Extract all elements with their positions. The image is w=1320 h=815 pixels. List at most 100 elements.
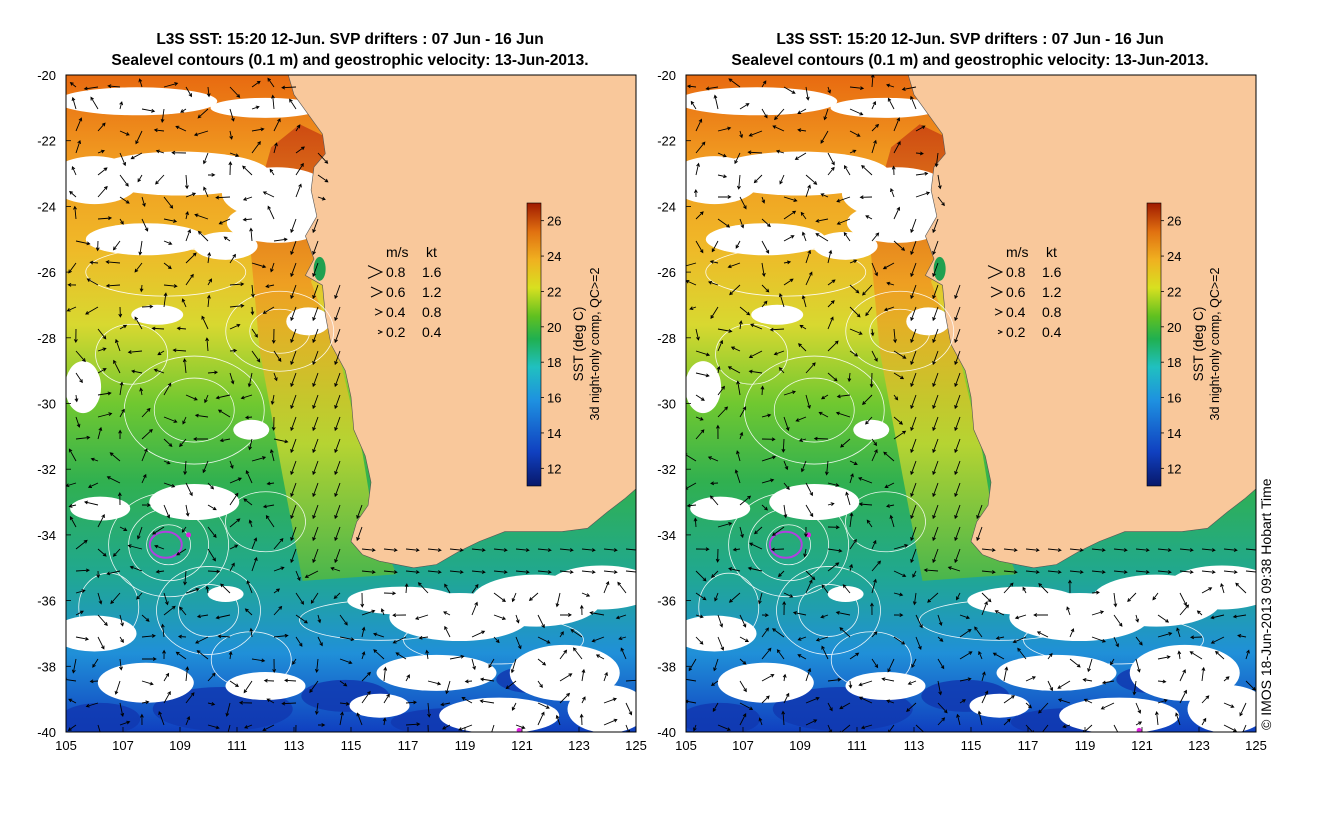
- velocity-key-arrow: [994, 308, 1004, 316]
- velocity-key-header-kt: kt: [1046, 244, 1057, 260]
- cloud-gap: [686, 361, 722, 414]
- lat-tick-label: -38: [37, 659, 56, 674]
- cloud-gap: [710, 151, 890, 196]
- colorbar-tick-label: 18: [547, 355, 561, 370]
- lat-tick-label: -24: [657, 199, 676, 214]
- map-axes: 105 107 109 111 113 115 117 119 121 123 125 -20 -22 -…: [657, 68, 1267, 753]
- colorbar-tick-label: 12: [547, 461, 561, 476]
- lat-tick-label: -36: [657, 594, 676, 609]
- velocity-key: m/s kt 0.8 1.6 0.6 1.2 0.4 0.8 0.2 0.4: [367, 244, 442, 340]
- map-area: [686, 75, 1256, 732]
- colorbar-tick-label: 14: [1167, 426, 1181, 441]
- lon-tick-label: 113: [904, 738, 925, 753]
- velocity-arrows: [686, 75, 1256, 732]
- velocity-arrows: [66, 77, 636, 732]
- lon-tick-label: 119: [1075, 738, 1096, 753]
- cloud-gap: [1059, 697, 1180, 732]
- lat-tick-label: -36: [37, 594, 56, 609]
- colorbar-tick-label: 16: [1167, 391, 1181, 406]
- velocity-key-ms: 0.6: [386, 284, 406, 300]
- velocity-key-arrow: [377, 329, 384, 335]
- drifter-marker: [1136, 727, 1142, 732]
- cloud-gap: [846, 202, 947, 243]
- land-mass: [287, 75, 636, 569]
- lat-tick-label: -40: [657, 725, 676, 740]
- colorbar-tick-label: 12: [1167, 461, 1181, 476]
- map-title-line2: Sealevel contours (0.1 m) and geostrophi…: [731, 52, 1208, 69]
- colorbar-tick-label: 24: [547, 249, 561, 264]
- lat-tick-label: -24: [37, 199, 56, 214]
- velocity-key-arrow: [374, 308, 384, 316]
- lon-tick-label: 121: [1131, 738, 1153, 753]
- cloud-gap: [996, 654, 1117, 691]
- cloud-gap: [439, 697, 560, 732]
- velocity-key-arrow: [370, 286, 384, 298]
- lon-tick-label: 123: [1188, 738, 1210, 753]
- cloud-gap: [827, 586, 864, 603]
- left-map-panel: L3S SST: 15:20 12-Jun. SVP drifters : 07…: [37, 31, 647, 753]
- velocity-key-ms: 0.8: [386, 264, 406, 280]
- lat-tick-label: -40: [37, 725, 56, 740]
- lon-tick-label: 121: [511, 738, 533, 753]
- colorbar-tick-label: 18: [1167, 355, 1181, 370]
- cloud-gap: [813, 231, 878, 260]
- velocity-key-header-ms: m/s: [1006, 244, 1029, 260]
- lat-tick-label: -22: [37, 134, 56, 149]
- colorbar-label: SST (deg C): [571, 307, 586, 382]
- map-title-line2: Sealevel contours (0.1 m) and geostrophi…: [111, 52, 588, 69]
- drifter-marker: [186, 532, 192, 538]
- colorbar-sublabel: 3d night-only comp, QC>=2: [588, 268, 602, 421]
- velocity-key-arrow: [987, 265, 1004, 279]
- velocity-key-ms: 0.2: [1006, 324, 1026, 340]
- shark-bay-water: [933, 256, 946, 281]
- cold-water-patch: [66, 702, 141, 732]
- velocity-key-ms: 0.8: [1006, 264, 1026, 280]
- cold-water-patch: [686, 702, 761, 732]
- velocity-key-kt: 0.4: [422, 324, 442, 340]
- cloud-gap: [66, 361, 102, 414]
- map-axes: 105 107 109 111 113 115 117 119 121 123 125 -20 -22 -…: [37, 68, 647, 753]
- colorbar-tick-label: 26: [1167, 214, 1181, 229]
- lat-tick-label: -34: [37, 528, 56, 543]
- lon-tick-label: 109: [789, 738, 811, 753]
- lon-tick-label: 107: [732, 738, 754, 753]
- lon-tick-label: 125: [625, 738, 647, 753]
- lat-tick-label: -20: [657, 68, 676, 83]
- cloud-gap: [705, 223, 826, 256]
- cloud-gap: [66, 87, 218, 116]
- velocity-key-kt: 0.8: [1042, 304, 1062, 320]
- lon-tick-label: 111: [227, 738, 247, 753]
- velocity-key-ms: 0.4: [386, 304, 406, 320]
- map-area: [66, 75, 636, 732]
- velocity-key-arrow: [367, 265, 384, 279]
- cloud-gap: [226, 202, 327, 243]
- cloud-gap: [66, 615, 137, 652]
- cloud-gap: [546, 565, 636, 610]
- drifter-track: [148, 530, 183, 559]
- cloud-gap: [686, 87, 838, 116]
- lon-tick-label: 125: [1245, 738, 1267, 753]
- lon-tick-label: 117: [398, 738, 419, 753]
- cloud-gap: [149, 484, 240, 521]
- lat-tick-label: -32: [37, 462, 56, 477]
- colorbar-gradient: [526, 202, 542, 487]
- cloud-gap: [131, 304, 184, 325]
- cloud-gap: [286, 307, 331, 336]
- cloud-gap: [233, 419, 270, 440]
- cloud-gap: [90, 151, 270, 196]
- velocity-key-arrow: [990, 286, 1004, 298]
- drifter-track: [768, 530, 803, 559]
- colorbar-tick-label: 24: [1167, 249, 1181, 264]
- cloud-gap: [751, 304, 804, 325]
- lon-tick-label: 117: [1018, 738, 1039, 753]
- map-title-line1: L3S SST: 15:20 12-Jun. SVP drifters : 07…: [156, 31, 543, 48]
- colorbar-tick-label: 16: [547, 391, 561, 406]
- lat-tick-label: -28: [37, 331, 56, 346]
- lat-tick-label: -22: [657, 134, 676, 149]
- cloud-gap: [853, 419, 890, 440]
- lat-tick-label: -34: [657, 528, 676, 543]
- velocity-key-kt: 0.8: [422, 304, 442, 320]
- cloud-gap: [567, 685, 636, 732]
- velocity-key-ms: 0.6: [1006, 284, 1026, 300]
